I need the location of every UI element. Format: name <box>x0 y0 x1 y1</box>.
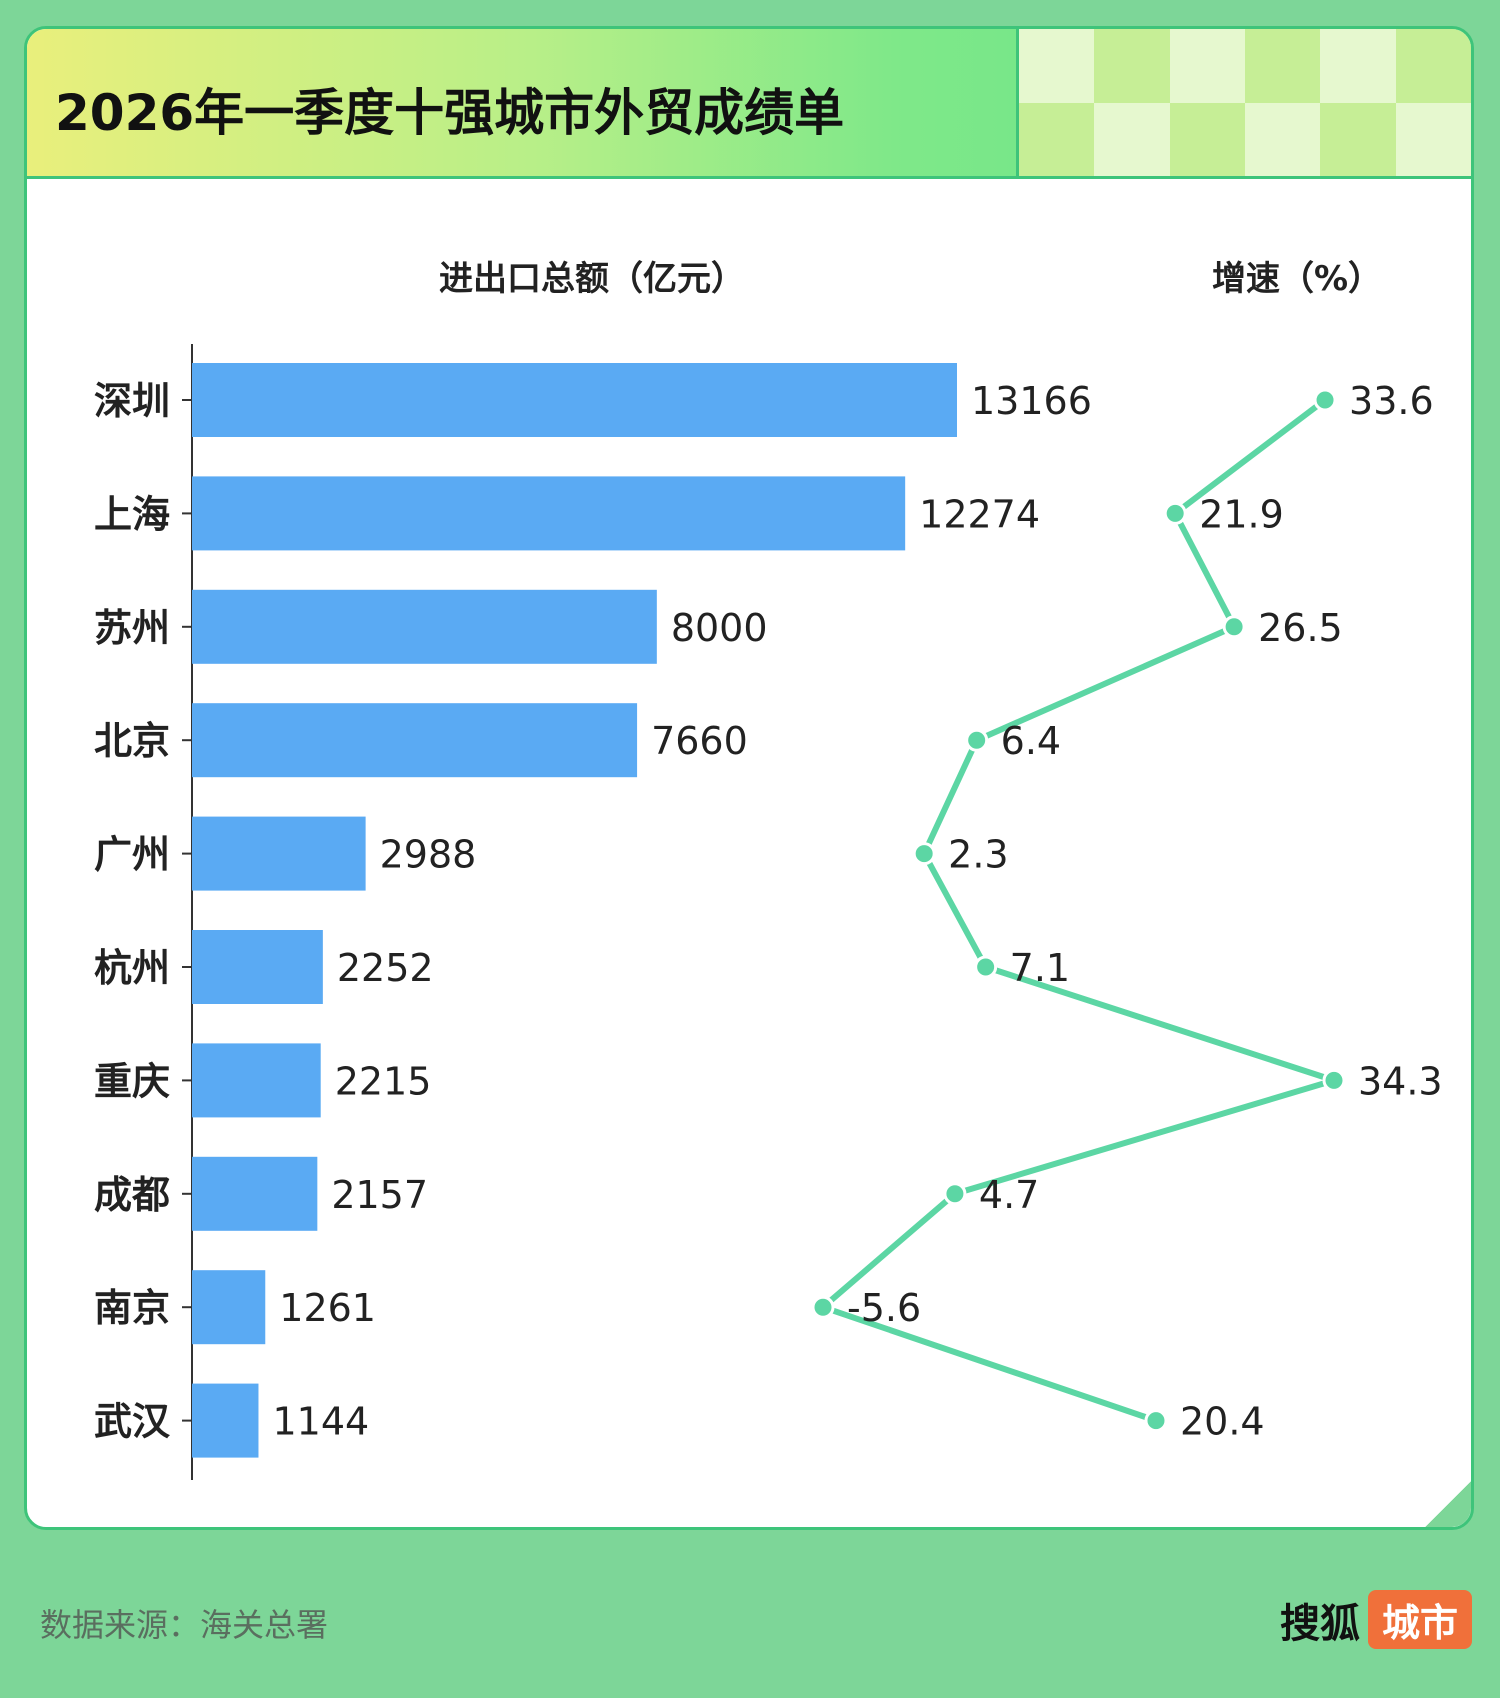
bar-value-label: 2215 <box>335 1059 432 1103</box>
bar-value-label: 2157 <box>331 1173 428 1217</box>
category-label: 南京 <box>94 1286 170 1330</box>
bar-value-label: 2988 <box>380 833 477 877</box>
category-label: 广州 <box>94 833 170 877</box>
growth-value-label: 2.3 <box>948 833 1008 877</box>
bar-value-label: 13166 <box>971 379 1092 423</box>
bar-value-label: 7660 <box>651 719 748 763</box>
growth-value-label: 4.7 <box>979 1173 1039 1217</box>
growth-point <box>1163 501 1187 525</box>
bar-杭州 <box>192 930 323 1004</box>
bar-value-label: 8000 <box>671 606 768 650</box>
bar-value-label: 1261 <box>279 1286 376 1330</box>
category-label: 杭州 <box>94 946 170 990</box>
category-label: 苏州 <box>94 606 170 650</box>
growth-value-label: 7.1 <box>1010 946 1070 990</box>
growth-line <box>820 397 1337 1424</box>
bar-深圳 <box>192 363 957 437</box>
growth-point <box>1144 1409 1168 1433</box>
growth-point <box>1222 615 1246 639</box>
decorative-checker-pattern <box>1016 29 1471 176</box>
growth-value-label: 20.4 <box>1180 1400 1265 1444</box>
brand-name: 搜狐 <box>1279 1600 1360 1647</box>
bar-value-label: 12274 <box>919 492 1040 536</box>
growth-value-label: -5.6 <box>847 1286 921 1330</box>
growth-point <box>965 728 989 752</box>
bar-武汉 <box>192 1383 259 1458</box>
growth-value-label: 33.6 <box>1349 379 1434 423</box>
growth-point <box>943 1182 967 1206</box>
brand-logo: 搜狐 城市 <box>1280 1590 1472 1649</box>
category-label: 武汉 <box>94 1400 171 1444</box>
chart-svg: 进出口总额（亿元） 增速（%） 深圳 13166 上海 12274 苏州 8000 北京 76… <box>94 259 1443 1480</box>
category-label: 重庆 <box>94 1059 170 1103</box>
page-title: 2026年一季度十强城市外贸成绩单 <box>55 84 845 142</box>
growth-point <box>974 955 998 979</box>
bar-series-title: 进出口总额（亿元） <box>439 259 745 299</box>
category-label: 北京 <box>94 719 170 763</box>
bar-value-label: 1144 <box>272 1400 369 1444</box>
line-series-title: 增速（%） <box>1212 259 1382 299</box>
brand-tag: 城市 <box>1367 1590 1472 1649</box>
growth-value-label: 34.3 <box>1358 1059 1443 1103</box>
bar-南京 <box>192 1270 266 1345</box>
category-label: 成都 <box>94 1173 170 1217</box>
growth-value-label: 21.9 <box>1199 492 1284 536</box>
category-label: 深圳 <box>94 379 170 423</box>
growth-point <box>1322 1068 1346 1092</box>
bar-北京 <box>192 703 638 778</box>
growth-value-label: 26.5 <box>1258 606 1343 650</box>
chart-card: 2026年一季度十强城市外贸成绩单 <box>24 26 1474 1530</box>
growth-point <box>1313 388 1337 412</box>
growth-point <box>912 842 936 866</box>
category-label: 上海 <box>94 492 170 536</box>
bar-苏州 <box>192 589 657 664</box>
growth-point <box>811 1295 835 1319</box>
page-fold-corner <box>1422 1478 1471 1527</box>
bar-成都 <box>192 1156 318 1231</box>
bar-广州 <box>192 816 366 891</box>
growth-value-label: 6.4 <box>1001 719 1061 763</box>
header-banner: 2026年一季度十强城市外贸成绩单 <box>27 29 1471 179</box>
bar-上海 <box>192 476 906 551</box>
bar-重庆 <box>192 1043 321 1118</box>
data-source: 数据来源：海关总署 <box>40 1606 329 1644</box>
bar-value-label: 2252 <box>337 946 434 990</box>
